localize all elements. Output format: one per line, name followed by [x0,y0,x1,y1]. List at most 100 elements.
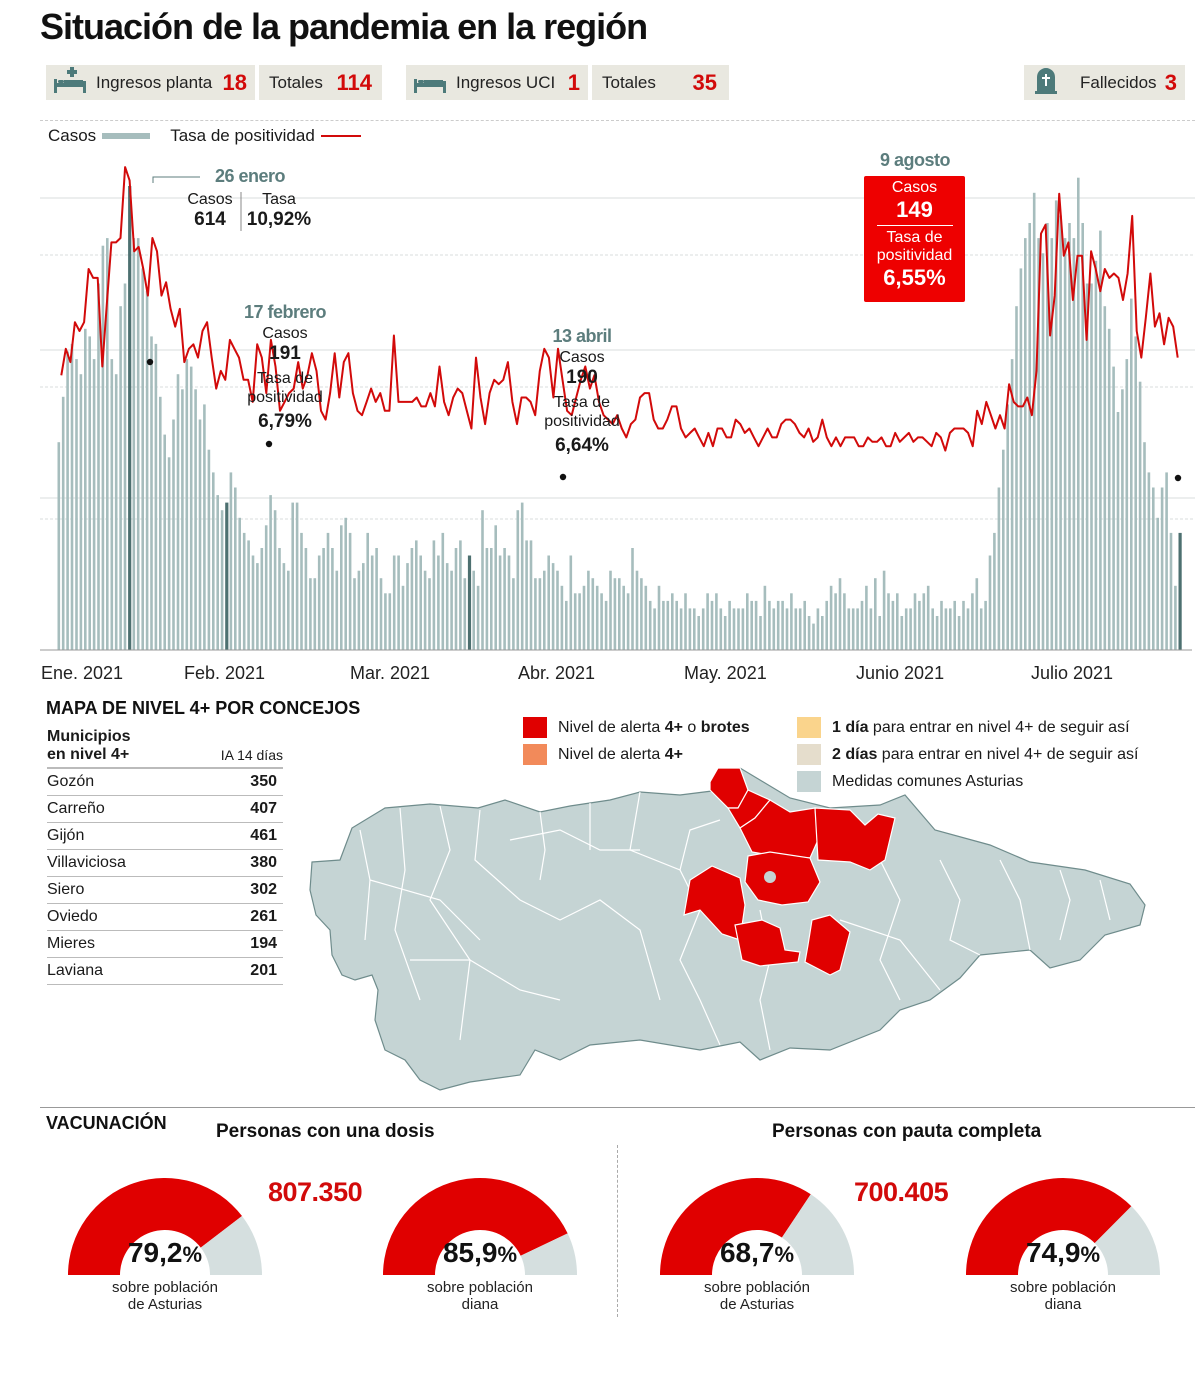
gauge-chart [660,1178,854,1275]
bar-casos [498,555,502,650]
bar-casos [238,517,241,650]
bar-casos [565,600,568,650]
bar-casos [189,366,193,650]
bar-casos [865,585,868,650]
table-header-name: Municipios en nivel 4+ [47,728,183,770]
bar-casos [163,434,166,650]
bar-casos [887,593,890,650]
gauge-percent-value: 85,9 [442,1237,498,1268]
table-header-value: IA 14 días [182,728,283,770]
bar-casos [710,600,714,650]
bar-casos [353,578,356,650]
bar-casos [366,532,369,650]
legend-text: 1 día para entrar en nivel 4+ de seguir … [832,719,1130,737]
stat-ingresos-planta: Ingresos planta 18 [46,65,255,100]
bar-casos [931,608,934,650]
bar-casos [128,186,132,650]
annotation-9-agosto-date: 9 agosto [860,150,970,172]
bar-casos [746,593,749,650]
bar-casos [1046,223,1049,650]
annotation-casos-label: Casos [187,191,233,208]
bar-casos [1054,200,1058,650]
legend-text-part: para entrar en nivel 4+ de seguir así [868,718,1130,736]
bar-casos [922,593,926,650]
total-pauta-completa: 700.405 [854,1177,949,1207]
bar-casos [821,616,824,650]
bar-casos [61,396,65,650]
bar-casos [1090,283,1093,650]
gauge-caption-line: sobre población [1010,1279,1116,1296]
bar-casos [560,585,564,650]
bar-casos [119,306,122,650]
bar-casos [1063,238,1067,650]
bar-casos [181,389,184,650]
bar-casos [926,585,930,650]
bar-casos [750,600,753,650]
gauge-chart [383,1178,577,1275]
region-villaviciosa [814,807,896,871]
map-borders [359,791,1111,1051]
bar-casos [957,616,961,650]
bar-casos [410,548,414,650]
annotation-26-enero: 26 enero [160,166,330,188]
annotation-casos-value: 190 [566,366,598,388]
map-legend-item: 1 día para entrar en nivel 4+ de seguir … [797,717,1130,738]
bar-casos [269,495,272,650]
municipality-name: Gijón [47,822,183,850]
bar-casos [573,593,577,650]
bar-casos [216,495,219,650]
bar-casos [984,600,987,650]
gauge-group-title: Personas con pauta completa [772,1121,1042,1142]
bar-casos [993,532,996,650]
bar-casos [282,563,286,650]
bar-casos [525,540,528,650]
bar-casos [794,608,798,650]
annotation-date: 26 enero [214,166,286,186]
bar-casos [551,563,555,650]
legend-swatch [797,717,821,738]
map-legend-item: Nivel de alerta 4+ o brotes [523,717,750,738]
map-title: MAPA DE NIVEL 4+ POR CONCEJOS [46,698,361,718]
stat-label: Totales [269,72,323,92]
x-tick-label: Junio 2021 [856,663,945,683]
bar-casos [979,608,983,650]
table-row: Gijón 461 [47,822,283,850]
bar-casos [556,570,559,650]
municipality-ia: 201 [182,957,283,985]
annotation-dot [146,358,154,366]
gauge-percent: 85,9% [380,1237,580,1269]
bar-casos [1037,238,1040,650]
bar-casos [92,359,96,650]
stat-value: 1 [567,69,580,95]
bar-casos [1160,487,1164,650]
stat-value: 18 [222,69,247,95]
bar-casos [445,563,449,650]
section-divider [40,1107,1195,1108]
bar-casos [706,593,709,650]
annotation-9-agosto: Casos 149 Tasa de positividad 6,55% [864,176,965,302]
stat-value: 114 [336,69,373,95]
annotation-dots [146,358,1182,482]
annotation-casos-label: Casos [559,348,605,366]
gauge-percent-symbol: % [1080,1242,1101,1267]
annotation-dot [559,473,567,481]
municipality-name: Oviedo [47,903,183,931]
map-legend-item: 2 días para entrar en nivel 4+ de seguir… [797,744,1138,765]
bar-casos [1041,253,1045,651]
bar-casos [635,570,639,650]
municipality-name: Siero [47,876,183,904]
bar-casos [829,585,833,650]
bar-casos [1125,359,1129,650]
bar-casos [304,548,308,650]
bar-casos [604,600,608,650]
bar-casos [132,238,136,650]
bar-casos [763,585,767,650]
gauge-caption: sobre población diana [380,1279,580,1313]
gauge-fill [383,1178,568,1275]
stat-label: Ingresos planta [96,72,213,92]
bar-casos [291,502,294,650]
bar-casos [949,608,952,650]
bar-casos [1121,389,1124,650]
bar-casos [609,570,612,650]
bar-casos [503,548,506,650]
